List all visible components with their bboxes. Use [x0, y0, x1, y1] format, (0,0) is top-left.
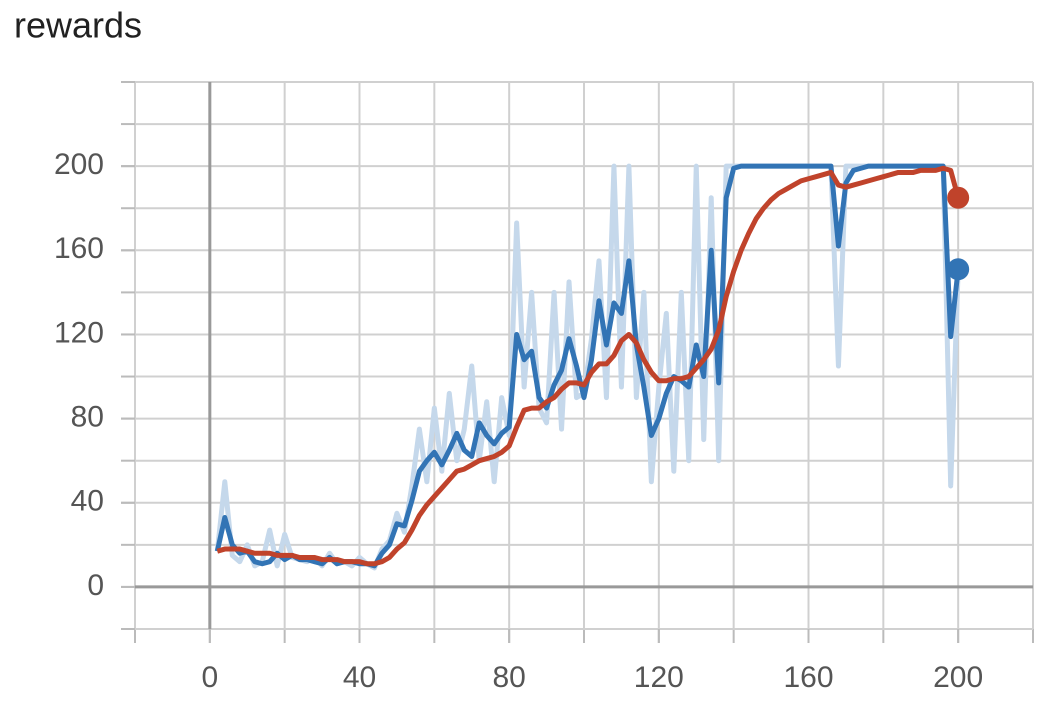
x-tick-label: 200: [933, 661, 983, 694]
x-tick-label: 0: [201, 661, 218, 694]
x-tick-label: 40: [343, 661, 376, 694]
y-tick-label: 120: [54, 316, 104, 349]
y-tick-label: 80: [71, 401, 104, 434]
end-dot: [947, 258, 970, 281]
y-tick-label: 40: [71, 485, 104, 518]
chart-title: rewards: [14, 5, 142, 46]
y-tick-label: 160: [54, 232, 104, 265]
y-tick-label: 200: [54, 148, 104, 181]
end-dot: [947, 186, 970, 209]
x-tick-label: 160: [783, 661, 833, 694]
series-line: [214, 163, 961, 569]
x-tick-label: 120: [634, 661, 684, 694]
series-line: [216, 165, 961, 567]
y-tick-label: 0: [87, 569, 104, 602]
x-tick-label: 80: [492, 661, 525, 694]
